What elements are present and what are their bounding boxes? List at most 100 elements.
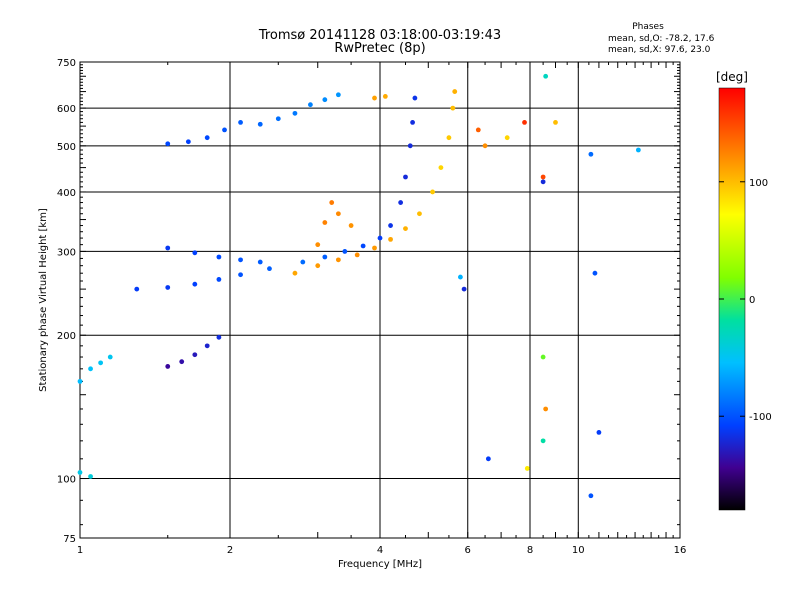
echo-point bbox=[292, 110, 298, 116]
echo-point bbox=[88, 366, 93, 372]
echo-point bbox=[372, 245, 377, 251]
echo-point bbox=[204, 343, 210, 349]
echo-point bbox=[540, 174, 546, 180]
colorbar-ticks: 100 0 -100 bbox=[719, 178, 772, 423]
echo-point bbox=[596, 430, 602, 435]
phases-heading: Phases bbox=[632, 22, 664, 32]
echo-point bbox=[238, 257, 243, 263]
echo-point bbox=[475, 127, 481, 133]
echo-point bbox=[354, 252, 360, 258]
echo-point bbox=[335, 92, 341, 98]
echo-point bbox=[540, 354, 546, 360]
chart-title: Tromsø 20141128 03:18:00-03:19:43 bbox=[258, 28, 501, 43]
echo-point bbox=[553, 119, 558, 125]
echo-point bbox=[482, 143, 488, 149]
echo-point bbox=[77, 470, 83, 475]
echo-point bbox=[504, 135, 510, 141]
echo-point bbox=[238, 272, 243, 278]
echo-point bbox=[204, 135, 210, 141]
x-tick-label: 1 bbox=[77, 545, 83, 556]
y-tick-label: 600 bbox=[57, 104, 76, 115]
y-tick-label: 100 bbox=[57, 475, 76, 486]
echo-point bbox=[335, 257, 341, 263]
x-tick-label: 2 bbox=[227, 545, 233, 556]
echo-point bbox=[438, 165, 444, 171]
x-tick-label: 16 bbox=[674, 545, 687, 556]
echo-point bbox=[329, 200, 335, 205]
colorbar-label: [deg] bbox=[716, 70, 748, 84]
x-tick-label: 8 bbox=[527, 545, 533, 556]
echo-point bbox=[412, 95, 418, 101]
echo-point bbox=[485, 456, 491, 462]
colorbar: [deg] 100 0 -100 bbox=[716, 70, 772, 511]
echo-point bbox=[540, 179, 546, 185]
echo-point bbox=[360, 243, 366, 249]
phases-x-line: mean, sd,X: 97.6, 23.0 bbox=[608, 45, 711, 55]
echo-point bbox=[292, 270, 298, 276]
echo-point bbox=[543, 406, 549, 412]
echo-point bbox=[388, 236, 393, 242]
echo-point bbox=[588, 151, 594, 157]
echo-point bbox=[77, 378, 83, 384]
echo-point bbox=[322, 254, 328, 260]
echo-point bbox=[461, 286, 467, 292]
echo-point bbox=[179, 359, 185, 365]
y-tick-label: 750 bbox=[57, 58, 76, 69]
echo-point bbox=[192, 281, 198, 287]
colorbar-tick-label: 100 bbox=[749, 178, 768, 189]
echo-point bbox=[403, 174, 408, 180]
y-tick-label: 75 bbox=[63, 534, 76, 545]
echo-point bbox=[592, 270, 598, 276]
x-tick-label: 10 bbox=[572, 545, 585, 556]
echo-point bbox=[403, 226, 408, 232]
echo-point bbox=[315, 242, 321, 248]
echo-point bbox=[377, 235, 383, 241]
echo-point bbox=[335, 211, 341, 217]
y-tick-label: 200 bbox=[57, 331, 76, 342]
x-tick-label: 6 bbox=[465, 545, 471, 556]
echo-point bbox=[348, 223, 354, 228]
y-tick-label: 300 bbox=[57, 247, 76, 258]
echo-point bbox=[192, 352, 198, 358]
echo-point bbox=[540, 438, 546, 444]
echo-point bbox=[300, 259, 306, 265]
echo-point bbox=[165, 141, 171, 147]
echo-point bbox=[524, 466, 530, 471]
grid-lines bbox=[80, 62, 680, 538]
echo-point bbox=[88, 474, 93, 479]
echo-point bbox=[322, 97, 328, 103]
chart-subtitle: RwPretec (8p) bbox=[334, 41, 425, 56]
y-tick-label: 500 bbox=[57, 142, 76, 153]
echo-point bbox=[257, 121, 263, 127]
colorbar-tick-label: -100 bbox=[749, 412, 772, 423]
echo-point bbox=[446, 135, 452, 141]
echo-point bbox=[398, 200, 404, 205]
echo-point bbox=[165, 364, 171, 369]
echo-point bbox=[522, 119, 527, 125]
echo-point bbox=[417, 211, 422, 217]
echo-point bbox=[222, 127, 227, 133]
echo-point bbox=[98, 360, 104, 366]
echo-point bbox=[315, 263, 321, 269]
echo-point bbox=[185, 139, 191, 145]
echo-point bbox=[322, 220, 328, 225]
colorbar-tick-label: 0 bbox=[749, 295, 755, 306]
echo-point bbox=[388, 223, 393, 228]
echo-point bbox=[107, 354, 113, 360]
y-tick-label: 400 bbox=[57, 188, 76, 199]
echo-point bbox=[257, 259, 263, 265]
phases-o-line: mean, sd,O: -78.2, 17.6 bbox=[608, 34, 715, 44]
echo-point bbox=[165, 285, 171, 290]
echo-point bbox=[452, 89, 458, 94]
echo-point bbox=[407, 143, 413, 149]
echo-point bbox=[216, 277, 222, 282]
echo-point bbox=[216, 334, 222, 340]
x-axis-label: Frequency [MHz] bbox=[338, 559, 422, 570]
y-axis-label: Stationary phase Virtual Height [km] bbox=[38, 208, 49, 392]
phases-info-box: Phases mean, sd,O: -78.2, 17.6 mean, sd,… bbox=[608, 22, 715, 55]
echo-point bbox=[308, 102, 313, 108]
x-tick-label: 4 bbox=[377, 545, 383, 556]
echo-point bbox=[458, 274, 463, 280]
echo-points bbox=[77, 73, 641, 499]
